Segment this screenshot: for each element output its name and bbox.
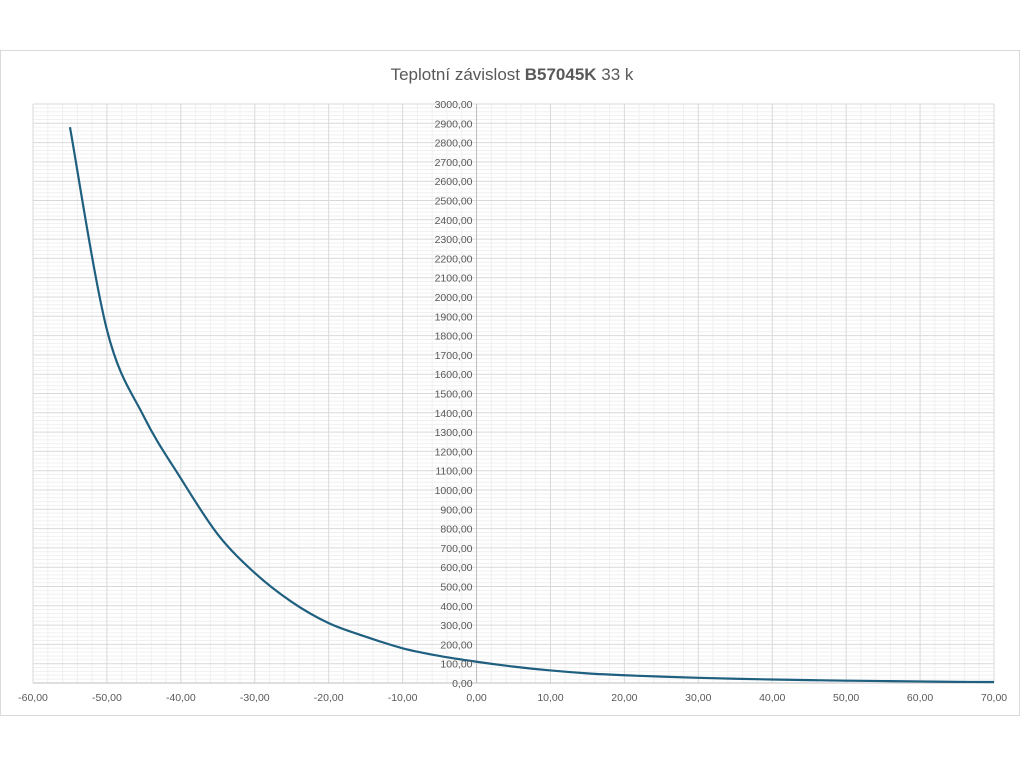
- y-tick-label: 700,00: [440, 543, 472, 555]
- y-tick-label: 2200,00: [435, 253, 473, 265]
- chart-frame: [0, 50, 1020, 716]
- x-tick-label: -60,00: [18, 692, 48, 704]
- y-tick-label: 2700,00: [435, 157, 473, 169]
- y-tick-label: 2900,00: [435, 118, 473, 130]
- y-tick-label: 2300,00: [435, 234, 473, 246]
- chart-title: Teplotní závislost B57045K 33 k: [0, 65, 1024, 85]
- y-tick-label: 600,00: [440, 562, 472, 574]
- y-tick-label: 2600,00: [435, 176, 473, 188]
- y-tick-labels: 0,00 100,00 200,00 300,00 400,00 500,00 600,00…: [435, 99, 473, 690]
- y-tick-label: 100,00: [440, 659, 472, 671]
- x-tick-label: 60,00: [907, 692, 933, 704]
- chart-title-prefix: Teplotní závislost: [390, 65, 525, 84]
- x-tick-label: -50,00: [92, 692, 122, 704]
- y-tick-label: 2400,00: [435, 215, 473, 227]
- y-tick-label: 2800,00: [435, 138, 473, 150]
- x-tick-label: 0,00: [466, 692, 487, 704]
- x-tick-label: -20,00: [314, 692, 344, 704]
- major-gridlines: [32, 103, 995, 684]
- y-tick-label: 1600,00: [435, 369, 473, 381]
- y-tick-label: 300,00: [440, 620, 472, 632]
- y-tick-label: 2100,00: [435, 273, 473, 285]
- axes: [33, 104, 994, 684]
- y-tick-label: 2000,00: [435, 292, 473, 304]
- y-tick-label: 1100,00: [435, 466, 472, 478]
- y-tick-label: 800,00: [440, 524, 472, 536]
- y-tick-label: 1700,00: [435, 350, 473, 362]
- x-tick-label: -30,00: [240, 692, 270, 704]
- chart-title-bold: B57045K: [524, 65, 597, 84]
- series-layer: [68, 126, 995, 684]
- x-tick-label: 10,00: [537, 692, 563, 704]
- x-tick-label: 20,00: [611, 692, 637, 704]
- y-tick-label: 0,00: [452, 678, 473, 690]
- y-tick-label: 900,00: [440, 504, 472, 516]
- x-tick-label: 40,00: [759, 692, 785, 704]
- y-tick-label: 500,00: [440, 582, 472, 594]
- chart-title-suffix: 33 k: [596, 65, 634, 84]
- y-tick-label: 1200,00: [435, 446, 473, 458]
- y-tick-label: 1400,00: [435, 408, 473, 420]
- y-tick-label: 200,00: [440, 639, 472, 651]
- series-line: [68, 126, 995, 684]
- x-tick-label: 70,00: [981, 692, 1007, 704]
- x-tick-labels: -60,00 -50,00 -40,00 -30,00 -20,00 -10,00 0,00…: [18, 692, 1007, 704]
- y-tick-label: 1300,00: [435, 427, 473, 439]
- x-tick-label: 50,00: [833, 692, 859, 704]
- x-tick-label: -40,00: [166, 692, 196, 704]
- y-tick-label: 400,00: [440, 601, 472, 613]
- x-tick-label: 30,00: [685, 692, 711, 704]
- y-tick-label: 1500,00: [435, 389, 473, 401]
- y-tick-label: 2500,00: [435, 196, 473, 208]
- y-tick-label: 1900,00: [435, 311, 473, 323]
- y-tick-label: 1000,00: [435, 485, 473, 497]
- y-tick-label: 3000,00: [435, 99, 473, 111]
- x-tick-label: -10,00: [388, 692, 418, 704]
- y-tick-label: 1800,00: [435, 331, 473, 343]
